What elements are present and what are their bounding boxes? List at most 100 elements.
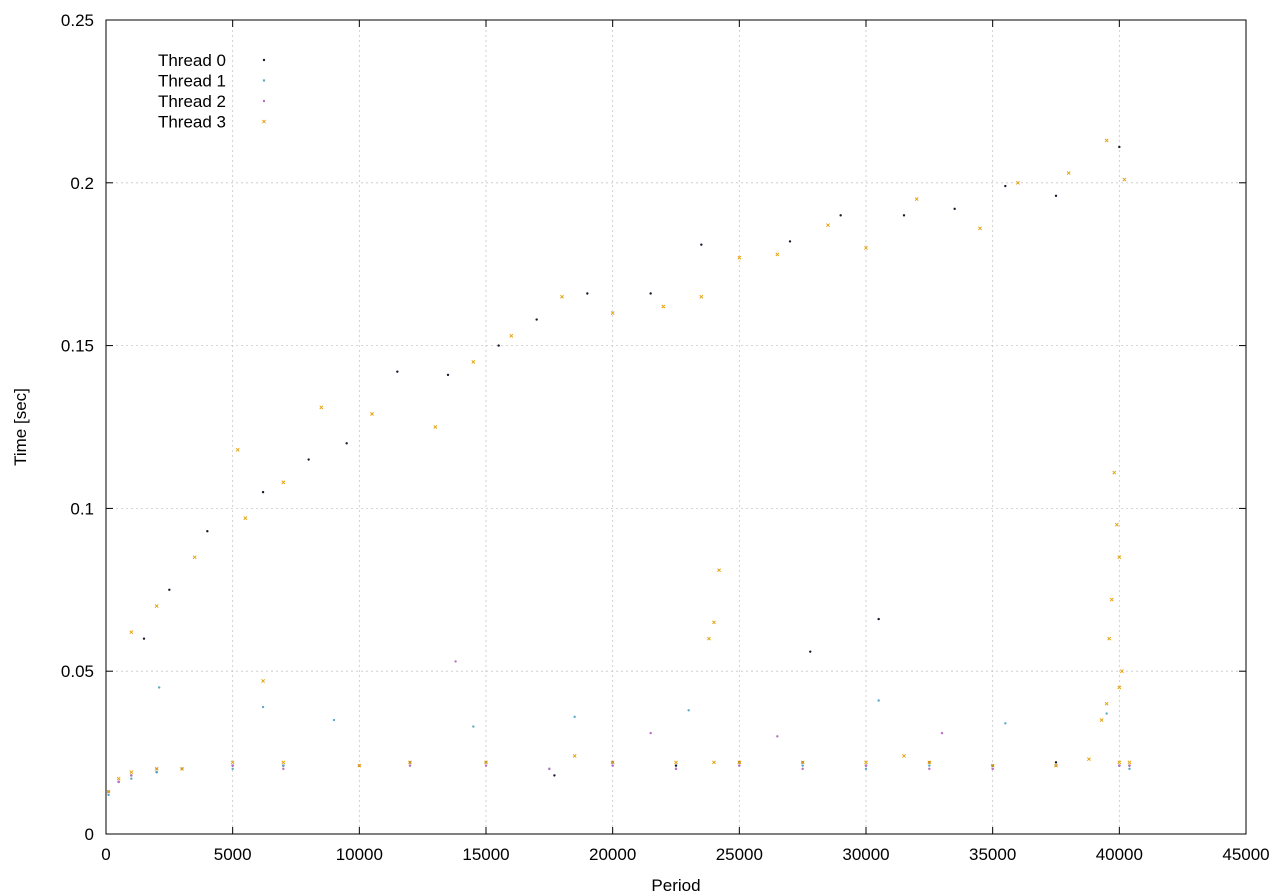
legend-marker (262, 79, 266, 82)
data-point (1127, 760, 1132, 765)
x-tick-label: 15000 (462, 845, 509, 864)
data-point (370, 412, 374, 416)
data-point (1054, 763, 1058, 768)
data-point (1119, 669, 1124, 674)
data-point (107, 793, 110, 797)
data-point (116, 776, 121, 781)
data-point (864, 760, 868, 765)
data-point (573, 715, 576, 718)
data-point (1099, 718, 1104, 722)
data-point (243, 516, 248, 521)
data-point (281, 480, 286, 485)
data-point (180, 766, 184, 771)
x-tick-label: 35000 (969, 845, 1016, 864)
data-point (610, 311, 615, 315)
data-point (776, 735, 779, 738)
y-axis-title: Time [sec] (11, 388, 30, 466)
data-point (1104, 701, 1109, 706)
data-point (117, 780, 120, 784)
data-point (928, 767, 931, 771)
x-axis-title: Period (651, 876, 700, 895)
data-point (738, 764, 741, 767)
data-point (129, 630, 134, 635)
x-tick-label: 10000 (336, 845, 383, 864)
data-point (345, 442, 348, 445)
data-point (1066, 171, 1071, 175)
data-point (928, 764, 931, 767)
series-0 (107, 145, 1131, 793)
data-point (991, 767, 994, 771)
data-point (484, 764, 488, 767)
data-point (261, 490, 265, 494)
data-point (472, 725, 475, 728)
data-point (1105, 712, 1108, 715)
data-point (471, 359, 476, 364)
data-point (155, 770, 158, 774)
data-point (712, 620, 716, 625)
data-point (454, 660, 457, 663)
data-point (261, 705, 265, 709)
data-point (978, 226, 982, 231)
data-point (1128, 764, 1131, 767)
data-point (560, 294, 564, 299)
y-tick-label: 0.05 (61, 662, 94, 681)
data-point (877, 699, 880, 702)
plot-frame (105, 19, 1247, 835)
data-point (1109, 597, 1114, 602)
data-point (788, 240, 792, 243)
data-point (158, 686, 161, 689)
grid (106, 20, 1246, 834)
data-point (281, 760, 286, 765)
x-tick-label: 0 (101, 845, 110, 864)
data-point (775, 252, 780, 257)
x-tick-label: 45000 (1222, 845, 1269, 864)
data-point (129, 770, 134, 775)
data-point (357, 763, 362, 768)
data-point (801, 764, 804, 767)
data-point (535, 318, 538, 321)
data-point (231, 767, 234, 771)
data-point (1004, 722, 1007, 725)
data-point (1114, 522, 1119, 527)
data-point (699, 294, 704, 299)
series-1 (107, 686, 1131, 797)
data-point (687, 709, 690, 712)
data-point (1117, 685, 1122, 690)
data-point (154, 766, 159, 771)
data-point (235, 447, 240, 452)
y-tick-label: 0.1 (70, 499, 94, 518)
data-point (953, 207, 956, 211)
data-point (154, 604, 159, 608)
data-point (484, 760, 488, 765)
data-point (1112, 470, 1117, 475)
data-point (168, 588, 171, 591)
data-point (864, 764, 868, 767)
data-point (649, 292, 652, 295)
legend-label: Thread 2 (158, 92, 226, 111)
data-point (497, 344, 500, 347)
data-point (809, 650, 812, 653)
data-point (1087, 757, 1091, 762)
legend-label: Thread 1 (158, 72, 226, 91)
data-point (282, 764, 285, 767)
data-point (712, 760, 716, 765)
series-3 (106, 138, 1132, 794)
data-point (1104, 138, 1109, 143)
data-point (408, 764, 412, 767)
data-point (864, 246, 868, 250)
data-point (649, 731, 652, 735)
data-point (130, 774, 133, 777)
series-2 (107, 660, 1131, 793)
data-point (914, 197, 919, 201)
data-point (1054, 761, 1058, 764)
data-point (142, 637, 146, 640)
data-point (553, 774, 556, 777)
data-point (261, 679, 265, 683)
data-point (396, 370, 399, 373)
data-point (130, 777, 133, 780)
data-point (700, 243, 703, 246)
data-point (1128, 767, 1131, 771)
y-tick-labels: 0 0.05 0.1 0.15 0.2 0.25 (61, 11, 94, 844)
data-point (1122, 177, 1127, 182)
